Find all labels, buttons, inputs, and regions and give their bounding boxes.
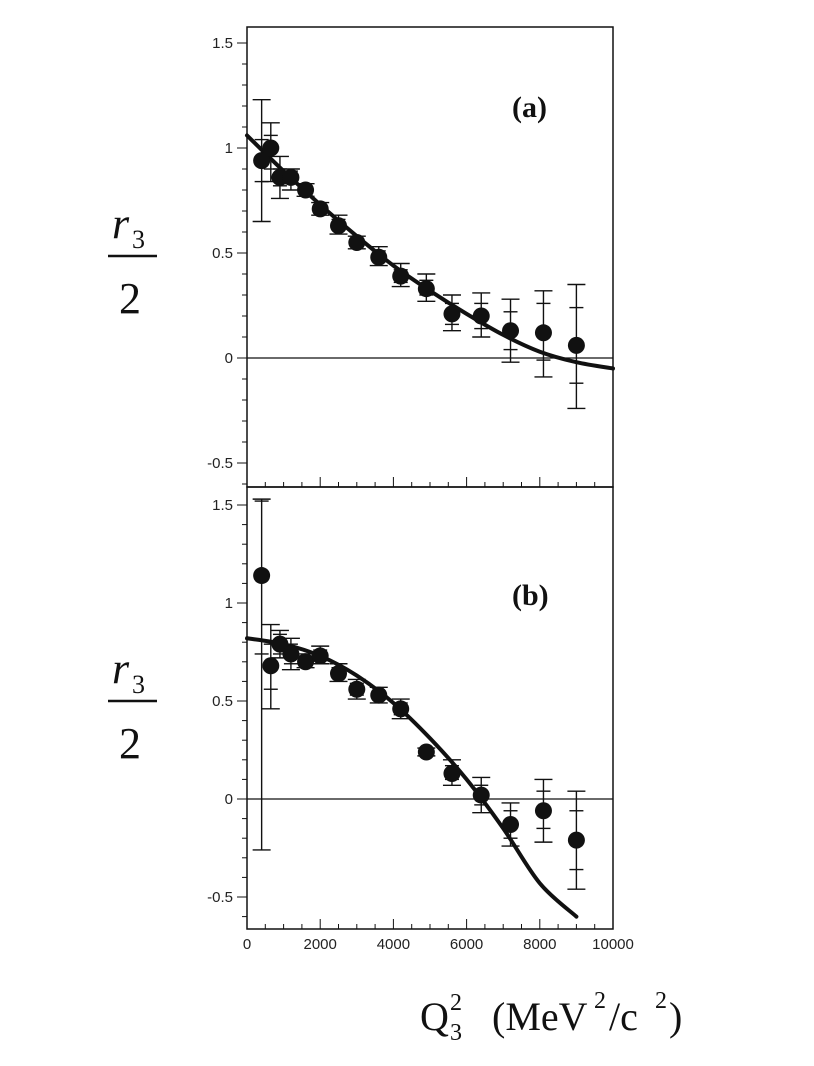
panel-b-frame — [246, 486, 614, 930]
panel-a-error-bars — [252, 98, 586, 410]
data-point — [392, 700, 410, 718]
xlabel-main: Q — [420, 994, 449, 1039]
panel-a-label: (a) — [512, 91, 547, 124]
y-tick-label: 1 — [225, 595, 233, 612]
y-tick-label: 1.5 — [212, 497, 233, 514]
data-point — [348, 234, 366, 251]
x-tick-label: 8000 — [523, 936, 556, 953]
panel-b-error-bars — [252, 498, 586, 890]
panel-b-ylabel-numerator: r — [112, 644, 130, 693]
data-point — [297, 653, 315, 671]
xlabel-unit-close: ) — [669, 994, 682, 1039]
data-point — [534, 324, 552, 342]
y-tick-label: 1.5 — [212, 35, 233, 52]
data-point — [370, 686, 388, 704]
y-tick-label: 0.5 — [212, 693, 233, 710]
y-tick-label: -0.5 — [207, 455, 233, 472]
data-point — [330, 665, 347, 683]
panel-a-y-ticks — [237, 42, 614, 487]
xlabel-unit-sup1: 2 — [594, 988, 606, 1014]
xlabel-unit-open: (MeV — [492, 994, 588, 1039]
y-tick-label: 0 — [225, 791, 233, 808]
data-point — [502, 815, 520, 833]
data-point — [271, 635, 289, 653]
x-axis-title: Q 2 3 (MeV 2 /c 2 ) — [420, 988, 682, 1046]
panel-a: 1.5 1 0.5 0 -0.5 (a) r 3 2 — [108, 26, 615, 488]
panel-a-ylabel-numerator: r — [112, 199, 130, 248]
panel-a-points — [253, 139, 585, 354]
panel-a-ylabel-subscript: 3 — [132, 225, 145, 254]
data-point — [262, 139, 280, 157]
data-point — [443, 305, 461, 323]
data-point — [534, 802, 552, 820]
y-tick-label: 0.5 — [212, 245, 233, 262]
panel-b-ylabel-denominator: 2 — [119, 719, 141, 768]
data-point — [370, 248, 388, 266]
data-point — [417, 743, 435, 761]
y-tick-label: 1 — [225, 140, 233, 157]
data-point — [502, 322, 520, 340]
y-tick-label: -0.5 — [207, 889, 233, 906]
data-point — [567, 831, 585, 849]
data-point — [262, 657, 280, 675]
panel-b-points — [253, 567, 585, 849]
data-point — [472, 786, 490, 804]
x-tick-label: 2000 — [304, 936, 337, 953]
panel-b: 1.510.50-0.5 0 2000 4000 6000 8000 10000 (b) … — [108, 486, 634, 953]
panel-b-fit-curve — [245, 636, 579, 919]
panel-b-x-tick-labels: 0 2000 4000 6000 8000 10000 — [243, 936, 634, 953]
panel-b-label: (b) — [512, 579, 549, 612]
data-point — [282, 168, 300, 186]
fit-curve — [245, 636, 579, 919]
panel-b-y-tick-labels: 1.5 1 0.5 0 -0.5 — [207, 497, 233, 906]
data-point — [348, 680, 366, 698]
panel-a-y-tick-labels: 1.5 1 0.5 0 -0.5 — [207, 35, 233, 472]
x-tick-label: 4000 — [377, 936, 410, 953]
data-point — [443, 765, 461, 783]
data-point — [330, 217, 347, 235]
panel-a-y-axis-title: r 3 2 — [108, 199, 157, 323]
xlabel-main-superscript: 2 — [450, 990, 462, 1016]
xlabel-main-subscript: 3 — [450, 1020, 462, 1046]
data-point — [567, 336, 585, 354]
data-point — [392, 267, 410, 285]
data-point — [297, 181, 315, 199]
panel-a-ylabel-denominator: 2 — [119, 274, 141, 323]
data-point — [253, 567, 271, 585]
panel-b-ylabel-subscript: 3 — [132, 670, 145, 699]
xlabel-unit-mid: /c — [609, 994, 638, 1039]
x-tick-label: 6000 — [450, 936, 483, 953]
data-point — [311, 647, 329, 665]
data-point — [472, 307, 490, 325]
y-tick-label: 0 — [225, 350, 233, 367]
data-point — [417, 280, 435, 298]
x-tick-label: 0 — [243, 936, 251, 953]
panel-b-y-axis-title: r 3 2 — [108, 644, 157, 768]
panel-b-y-ticks — [237, 504, 614, 929]
data-point — [311, 200, 329, 218]
panel-a-frame — [246, 26, 614, 488]
data-point — [282, 645, 300, 663]
panel-a-fit-curve — [245, 133, 615, 371]
fit-curve — [245, 133, 615, 371]
data-point — [253, 152, 271, 170]
xlabel-unit-sup2: 2 — [655, 988, 667, 1014]
x-tick-label: 10000 — [592, 936, 634, 953]
